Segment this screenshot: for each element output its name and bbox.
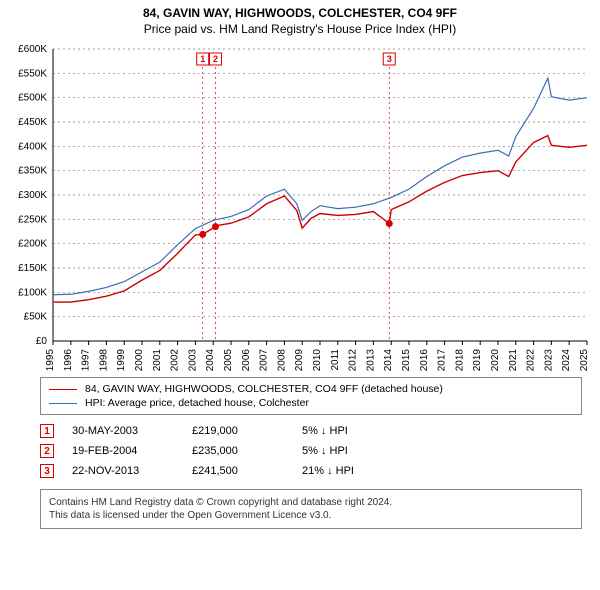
series-line <box>53 78 587 295</box>
sale-dot <box>199 231 206 238</box>
legend-label: HPI: Average price, detached house, Colc… <box>85 397 309 409</box>
x-tick-label: 2002 <box>170 349 181 371</box>
y-tick-label: £0 <box>36 336 48 347</box>
legend-item: 84, GAVIN WAY, HIGHWOODS, COLCHESTER, CO… <box>49 382 573 396</box>
price-chart: £0 £50K £100K £150K £200K £250K £300K £350K £400… <box>5 41 595 371</box>
y-tick-label: £350K <box>18 166 47 177</box>
event-diff: 5% ↓ HPI <box>302 425 582 437</box>
svg-text:3: 3 <box>387 54 392 64</box>
x-tick-label: 2015 <box>401 349 412 371</box>
y-tick-label: £250K <box>18 215 47 226</box>
sale-event-row: 3 22-NOV-2013£241,50021% ↓ HPI <box>40 461 582 481</box>
x-tick-label: 2010 <box>312 349 323 371</box>
x-tick-label: 2008 <box>276 349 287 371</box>
event-price: £241,500 <box>192 465 302 477</box>
footer-line: Contains HM Land Registry data © Crown c… <box>49 496 573 509</box>
x-tick-label: 2013 <box>365 349 376 371</box>
x-tick-label: 2012 <box>348 349 359 371</box>
x-tick-label: 2001 <box>152 349 163 371</box>
x-tick-label: 1999 <box>116 349 127 371</box>
event-diff: 21% ↓ HPI <box>302 465 582 477</box>
x-tick-label: 2007 <box>259 349 270 371</box>
x-tick-label: 2005 <box>223 349 234 371</box>
legend-label: 84, GAVIN WAY, HIGHWOODS, COLCHESTER, CO… <box>85 383 443 395</box>
event-marker: 3 <box>40 464 54 478</box>
x-tick-label: 1995 <box>45 349 56 371</box>
page-subtitle: Price paid vs. HM Land Registry's House … <box>10 22 590 38</box>
event-marker: 1 <box>40 424 54 438</box>
event-diff: 5% ↓ HPI <box>302 445 582 457</box>
event-date: 30-MAY-2003 <box>72 425 192 437</box>
page-title: 84, GAVIN WAY, HIGHWOODS, COLCHESTER, CO… <box>10 6 590 22</box>
y-tick-label: £100K <box>18 288 47 299</box>
x-tick-label: 2011 <box>330 349 341 371</box>
legend-item: HPI: Average price, detached house, Colc… <box>49 396 573 410</box>
x-tick-label: 2003 <box>187 349 198 371</box>
x-tick-label: 2014 <box>383 349 394 371</box>
x-tick-label: 2016 <box>419 349 430 371</box>
x-tick-label: 1998 <box>98 349 109 371</box>
event-date: 19-FEB-2004 <box>72 445 192 457</box>
sale-event-row: 1 30-MAY-2003£219,0005% ↓ HPI <box>40 421 582 441</box>
x-tick-label: 2024 <box>561 349 572 371</box>
footer-line: This data is licensed under the Open Gov… <box>49 509 573 522</box>
attribution-footer: Contains HM Land Registry data © Crown c… <box>40 489 582 529</box>
x-tick-label: 2022 <box>526 349 537 371</box>
y-tick-label: £50K <box>24 312 48 323</box>
x-tick-label: 1996 <box>63 349 74 371</box>
chart-legend: 84, GAVIN WAY, HIGHWOODS, COLCHESTER, CO… <box>40 377 582 415</box>
y-tick-label: £450K <box>18 117 47 128</box>
sale-event-row: 2 19-FEB-2004£235,0005% ↓ HPI <box>40 441 582 461</box>
x-tick-label: 2021 <box>508 349 519 371</box>
event-price: £235,000 <box>192 445 302 457</box>
legend-swatch <box>49 403 77 404</box>
event-price: £219,000 <box>192 425 302 437</box>
y-tick-label: £150K <box>18 263 47 274</box>
event-marker: 2 <box>40 444 54 458</box>
y-tick-label: £500K <box>18 93 47 104</box>
x-tick-label: 2017 <box>437 349 448 371</box>
sale-dot <box>386 220 393 227</box>
event-date: 22-NOV-2013 <box>72 465 192 477</box>
legend-swatch <box>49 389 77 390</box>
y-tick-label: £600K <box>18 44 47 55</box>
x-tick-label: 2018 <box>454 349 465 371</box>
x-tick-label: 2004 <box>205 349 216 371</box>
y-tick-label: £550K <box>18 69 47 80</box>
y-tick-label: £400K <box>18 142 47 153</box>
y-tick-label: £200K <box>18 239 47 250</box>
x-tick-label: 2019 <box>472 349 483 371</box>
y-tick-label: £300K <box>18 190 47 201</box>
x-tick-label: 2006 <box>241 349 252 371</box>
x-tick-label: 2020 <box>490 349 501 371</box>
x-tick-label: 1997 <box>81 349 92 371</box>
svg-text:2: 2 <box>213 54 218 64</box>
x-tick-label: 2025 <box>579 349 590 371</box>
svg-text:1: 1 <box>200 54 205 64</box>
sale-dot <box>212 223 219 230</box>
x-tick-label: 2009 <box>294 349 305 371</box>
x-tick-label: 2000 <box>134 349 145 371</box>
x-tick-label: 2023 <box>543 349 554 371</box>
sale-events-table: 1 30-MAY-2003£219,0005% ↓ HPI 2 19-FEB-2004… <box>40 421 582 481</box>
